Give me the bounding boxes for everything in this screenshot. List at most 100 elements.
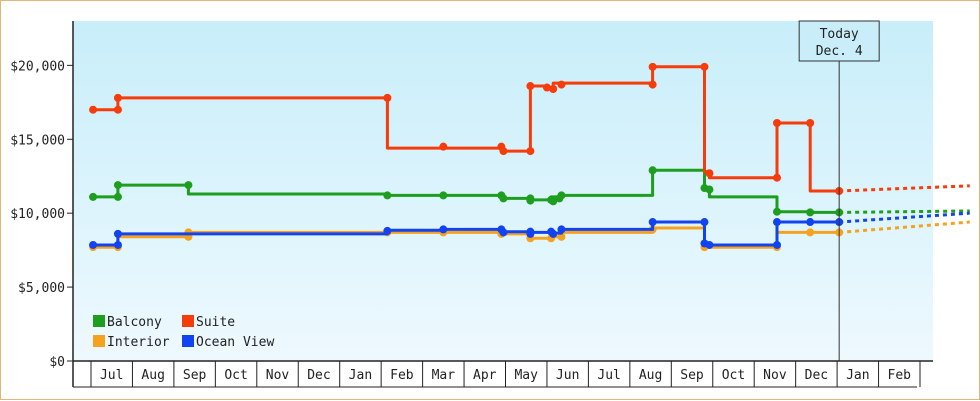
data-point[interactable] <box>383 93 392 102</box>
data-point[interactable] <box>557 225 566 234</box>
legend-swatch <box>182 335 194 347</box>
x-tick-label: Mar <box>432 368 456 383</box>
y-tick-label: $10,000 <box>10 207 65 222</box>
data-point[interactable] <box>772 173 781 182</box>
data-point[interactable] <box>113 229 122 238</box>
x-tick-label: Jan <box>846 368 869 383</box>
data-point[interactable] <box>557 80 566 89</box>
y-tick-label: $0 <box>49 355 65 370</box>
y-tick-label: $5,000 <box>18 281 65 296</box>
legend-item-interior[interactable]: Interior <box>93 335 170 350</box>
x-tick-label: Jan <box>349 368 372 383</box>
data-point[interactable] <box>705 185 714 194</box>
data-point[interactable] <box>113 105 122 114</box>
data-point[interactable] <box>542 83 551 92</box>
data-point[interactable] <box>700 62 709 71</box>
data-point[interactable] <box>648 62 657 71</box>
data-point[interactable] <box>89 105 98 114</box>
x-tick-label: Jul <box>100 368 123 383</box>
data-point[interactable] <box>700 218 709 227</box>
x-tick-label: Dec <box>805 368 828 383</box>
data-point[interactable] <box>772 207 781 216</box>
data-point[interactable] <box>383 191 392 200</box>
legend-item-balcony[interactable]: Balcony <box>93 315 162 330</box>
x-tick-label: Oct <box>224 368 247 383</box>
data-point[interactable] <box>499 147 508 156</box>
data-point[interactable] <box>705 169 714 178</box>
data-point[interactable] <box>89 240 98 249</box>
series-layer <box>89 62 970 252</box>
data-point[interactable] <box>113 181 122 190</box>
data-point[interactable] <box>526 147 535 156</box>
x-tick-label: Nov <box>763 368 787 383</box>
x-tick-label: May <box>514 368 538 383</box>
data-point[interactable] <box>439 142 448 151</box>
x-tick-label: Jun <box>556 368 579 383</box>
plot-area-background <box>73 21 933 361</box>
data-point[interactable] <box>549 85 558 93</box>
series-ocean-view <box>89 211 970 249</box>
data-point[interactable] <box>184 181 193 190</box>
y-tick-label: $20,000 <box>10 59 65 74</box>
data-point[interactable] <box>439 191 448 200</box>
today-box <box>798 20 880 62</box>
x-tick-label: Nov <box>266 368 290 383</box>
data-point[interactable] <box>549 229 558 238</box>
legend: Balcony Suite Interior Ocean View <box>93 315 274 350</box>
legend-label: Ocean View <box>196 335 274 350</box>
today-date: Dec. 4 <box>816 44 863 59</box>
legend-item-suite[interactable]: Suite <box>182 315 235 330</box>
x-tick-label: Sep <box>183 368 207 383</box>
legend-label: Interior <box>107 335 170 350</box>
data-point[interactable] <box>648 80 657 89</box>
data-point[interactable] <box>113 93 122 102</box>
data-point[interactable] <box>499 194 508 203</box>
legend-item-ocean-view[interactable]: Ocean View <box>182 335 274 350</box>
data-point[interactable] <box>526 229 535 238</box>
data-point[interactable] <box>648 218 657 227</box>
data-point[interactable] <box>383 226 392 235</box>
data-point[interactable] <box>806 228 815 237</box>
legend-label: Balcony <box>107 315 162 330</box>
data-point[interactable] <box>113 192 122 201</box>
forecast-line <box>839 209 970 214</box>
data-point[interactable] <box>772 119 781 127</box>
forecast-line <box>839 220 970 234</box>
x-tick-label: Aug <box>639 368 662 383</box>
legend-label: Suite <box>196 315 235 330</box>
data-point[interactable] <box>439 225 448 234</box>
x-tick-label: Sep <box>680 368 704 383</box>
x-tick-label: Feb <box>888 368 912 383</box>
today-label: Today <box>820 27 859 42</box>
data-point[interactable] <box>772 218 781 227</box>
data-point[interactable] <box>557 191 566 200</box>
legend-swatch <box>93 315 105 327</box>
legend-swatch <box>182 315 194 327</box>
data-point[interactable] <box>113 240 122 249</box>
data-point[interactable] <box>806 218 815 227</box>
data-point[interactable] <box>772 240 781 249</box>
data-point[interactable] <box>806 119 815 127</box>
x-tick-label: Oct <box>722 368 745 383</box>
data-point[interactable] <box>557 232 566 241</box>
data-point[interactable] <box>499 228 508 237</box>
data-point[interactable] <box>648 166 657 175</box>
series-balcony <box>89 166 970 217</box>
x-tick-label: Aug <box>141 368 164 383</box>
y-tick-label: $15,000 <box>10 133 65 148</box>
legend-swatch <box>93 335 105 347</box>
x-tick-label: Feb <box>390 368 414 383</box>
data-point[interactable] <box>526 82 535 91</box>
data-point[interactable] <box>705 240 714 249</box>
data-point[interactable] <box>806 208 815 217</box>
x-tick-label: Dec <box>307 368 330 383</box>
today-marker: Today Dec. 4 <box>798 20 880 361</box>
x-tick-label: Jul <box>597 368 620 383</box>
axes: $0 $5,000 $10,000 $15,000 $20,000 Jul Aug Sep Oc… <box>10 21 933 388</box>
data-point[interactable] <box>526 196 535 205</box>
forecast-line <box>839 211 970 224</box>
data-point[interactable] <box>89 192 98 201</box>
data-point[interactable] <box>549 197 558 206</box>
